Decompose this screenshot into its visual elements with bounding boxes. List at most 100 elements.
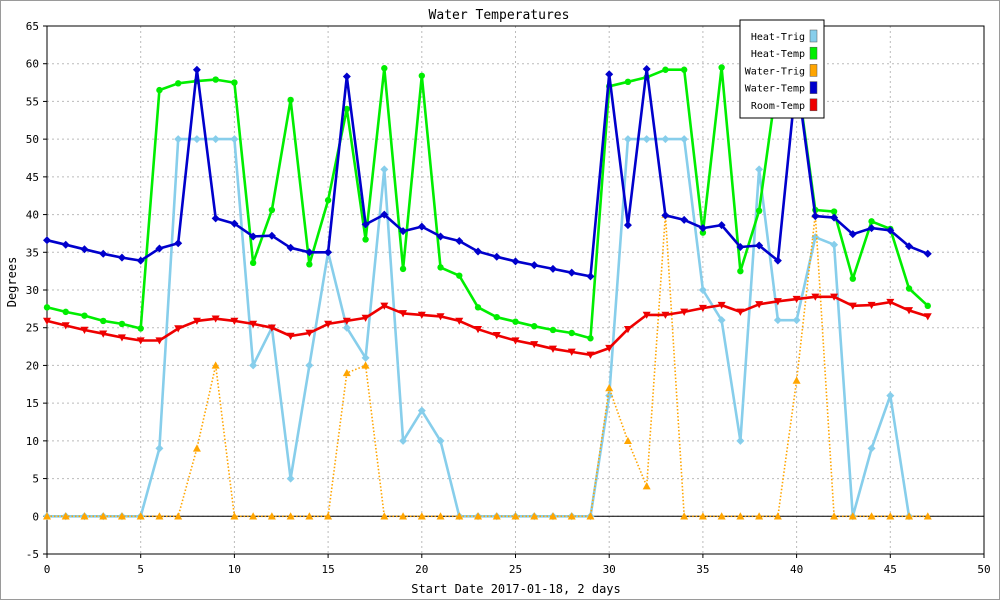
data-point-heat-trig (755, 165, 764, 174)
legend-label-water-temp: Water-Temp (745, 84, 805, 95)
data-point-heat-temp (100, 317, 107, 325)
data-point-heat-temp (231, 79, 238, 86)
data-point-heat-temp (549, 326, 557, 334)
data-point-water-temp (61, 240, 70, 249)
data-point-water-temp (886, 226, 895, 235)
data-point-room-temp (136, 337, 145, 345)
data-point-heat-trig (717, 316, 726, 325)
data-point-heat-temp (587, 335, 594, 342)
series-lines (43, 64, 932, 521)
data-point-heat-temp (868, 218, 875, 225)
data-point-heat-temp (437, 264, 444, 271)
data-point-water-trig (249, 512, 258, 520)
data-point-room-temp (755, 301, 764, 309)
data-point-heat-temp (512, 318, 519, 325)
data-point-room-temp (324, 320, 333, 328)
data-point-heat-trig (792, 316, 801, 325)
data-point-water-temp (755, 241, 764, 250)
data-point-room-temp (455, 317, 464, 325)
data-point-water-trig (305, 512, 314, 520)
grid (47, 26, 984, 554)
data-point-water-temp (267, 231, 276, 240)
y-tick-label: -5 (26, 548, 39, 561)
data-point-heat-trig (342, 323, 351, 332)
data-point-heat-trig (886, 391, 895, 400)
data-point-water-trig (717, 512, 726, 520)
data-point-water-trig (511, 512, 520, 520)
data-point-heat-temp (306, 261, 313, 268)
data-point-water-trig (43, 512, 51, 520)
data-point-room-temp (99, 330, 108, 338)
data-point-heat-temp (381, 65, 388, 72)
data-point-water-trig (361, 361, 370, 369)
data-point-water-trig (905, 512, 914, 520)
data-point-room-temp (399, 310, 408, 318)
data-point-water-temp (324, 248, 333, 257)
data-point-room-temp (792, 295, 801, 304)
x-tick-label: 0 (44, 563, 51, 576)
y-tick-label: 65 (26, 20, 39, 33)
data-point-heat-trig (773, 316, 782, 325)
data-point-water-temp (923, 249, 932, 258)
data-point-room-temp (155, 337, 164, 345)
data-point-heat-temp (624, 78, 632, 86)
x-tick-label: 35 (696, 563, 709, 576)
x-axis-label: Start Date 2017-01-18, 2 days (411, 582, 621, 596)
data-point-water-trig (530, 512, 539, 520)
data-point-water-temp (661, 211, 670, 220)
data-point-room-temp (867, 301, 876, 310)
data-point-water-trig (399, 512, 408, 520)
data-point-heat-temp (568, 329, 575, 337)
data-point-water-trig (567, 512, 576, 520)
x-tick-label: 25 (509, 563, 522, 576)
data-point-heat-trig (417, 406, 426, 415)
data-point-water-trig (61, 512, 70, 520)
data-point-heat-temp (849, 275, 857, 282)
data-point-heat-trig (380, 165, 389, 174)
data-point-room-temp (511, 337, 520, 345)
data-point-water-temp (698, 224, 707, 233)
x-tick-label: 5 (137, 563, 144, 576)
data-point-heat-temp (830, 208, 838, 215)
data-point-heat-temp (905, 285, 913, 292)
data-point-water-temp (867, 224, 876, 233)
data-point-water-trig (267, 512, 276, 520)
legend-label-room-temp: Room-Temp (751, 101, 805, 112)
x-tick-label: 10 (228, 563, 241, 576)
data-point-heat-temp (718, 64, 725, 71)
data-point-water-trig (455, 512, 464, 520)
x-tick-label: 50 (977, 563, 990, 576)
data-point-heat-temp (212, 76, 219, 83)
data-point-water-trig (623, 436, 632, 445)
series-line-room-temp (46, 295, 929, 357)
data-point-heat-trig (230, 135, 239, 144)
data-point-water-temp (586, 272, 595, 281)
data-point-water-temp (736, 243, 745, 252)
data-point-water-trig (324, 512, 333, 520)
data-point-water-temp (623, 221, 632, 230)
data-point-water-trig (548, 512, 557, 520)
series-line-water-temp (46, 67, 929, 278)
data-point-heat-temp (343, 105, 351, 113)
data-point-water-temp (249, 232, 258, 241)
data-point-water-temp (530, 261, 539, 270)
data-point-heat-trig (736, 436, 745, 445)
data-point-heat-temp (699, 229, 707, 236)
data-point-room-temp (830, 293, 839, 301)
series-room-temp (43, 293, 932, 359)
data-point-room-temp (492, 332, 501, 340)
data-point-water-temp (361, 220, 370, 229)
data-point-water-trig (380, 512, 389, 520)
data-point-water-trig (736, 512, 745, 520)
data-point-room-temp (43, 317, 51, 325)
data-point-room-temp (886, 298, 895, 307)
data-point-water-temp (117, 253, 126, 262)
data-point-room-temp (736, 308, 745, 316)
data-point-room-temp (698, 304, 707, 313)
data-point-water-trig (99, 512, 108, 520)
legend-swatch-room-temp (809, 98, 818, 112)
x-tick-label: 30 (603, 563, 616, 576)
